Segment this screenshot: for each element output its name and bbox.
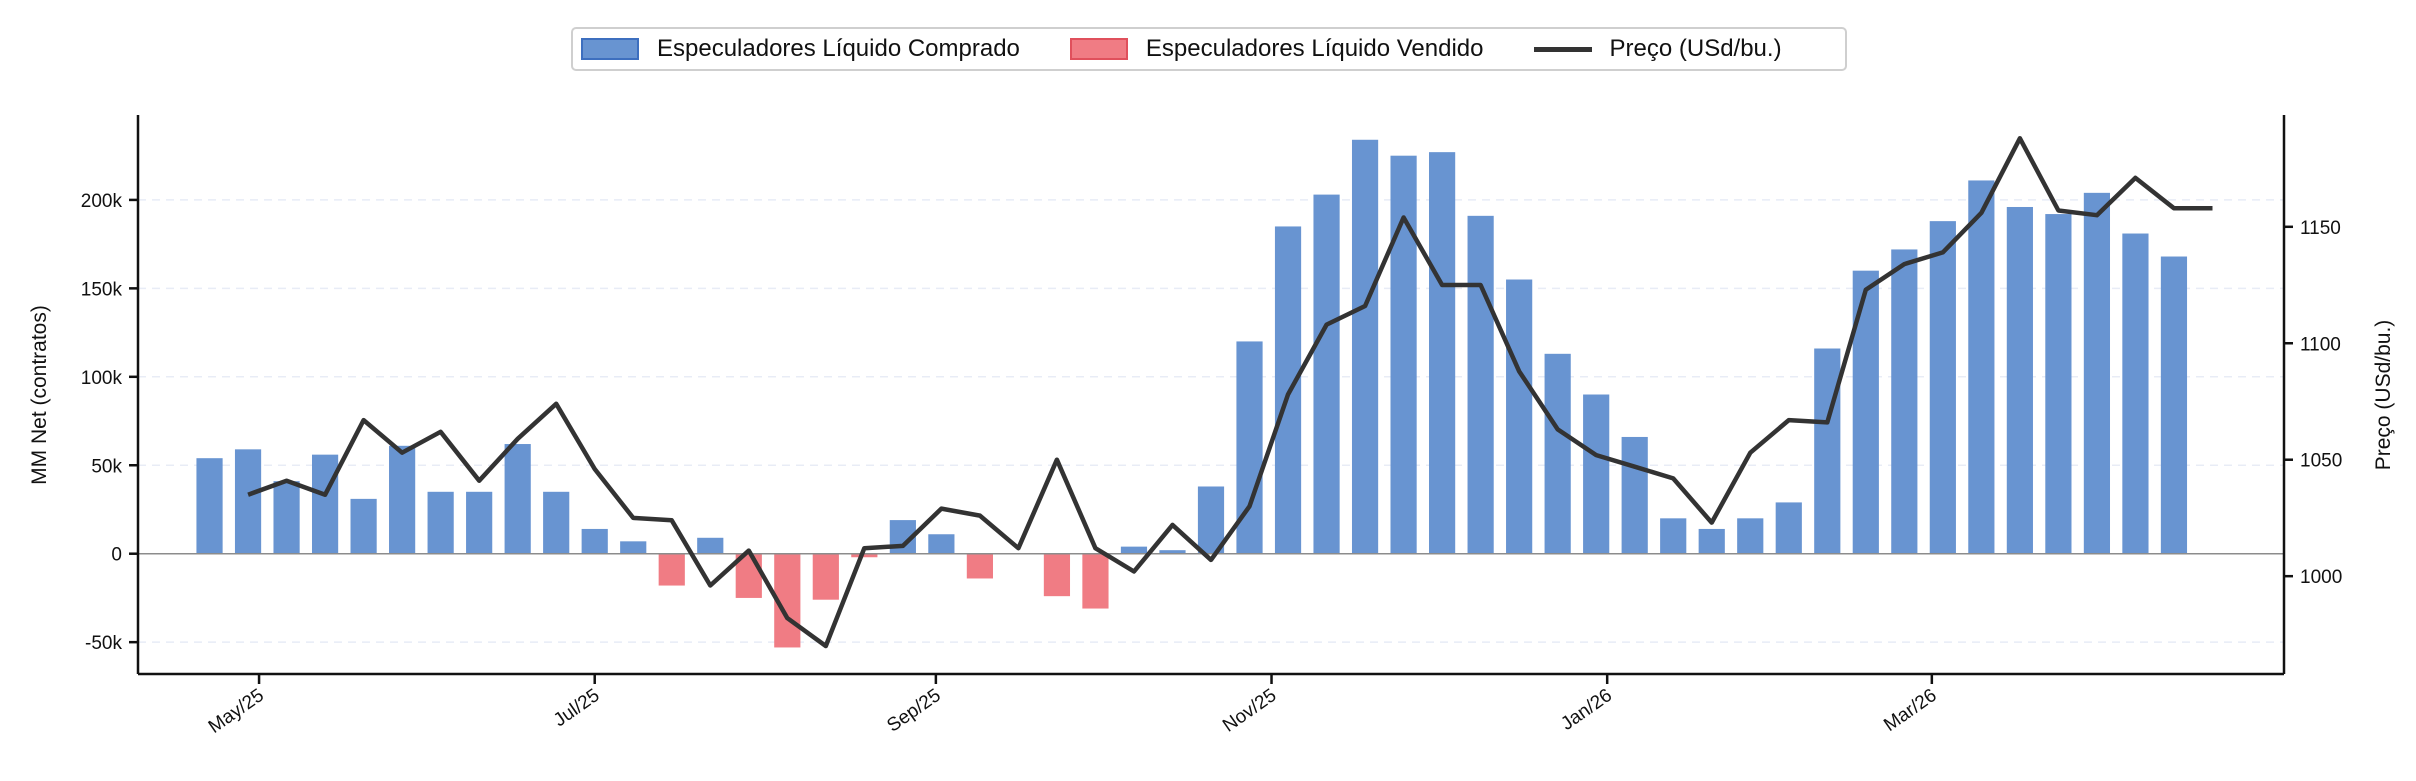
right-tick-label-0: 1000 xyxy=(2300,567,2342,588)
bar-2025-07-15 xyxy=(658,553,685,586)
legend-swatch-long xyxy=(581,38,639,60)
legend-label-long: Especuladores Líquido Comprado xyxy=(657,35,1020,62)
bar-2025-06-24 xyxy=(543,491,570,554)
bar-2025-07-08 xyxy=(620,541,647,554)
bar-2026-04-07 xyxy=(2122,233,2149,554)
bar-2026-03-31 xyxy=(2083,192,2111,554)
bar-2025-06-17 xyxy=(504,444,531,554)
bar-2026-03-03 xyxy=(1929,221,1956,554)
x-tick-label-0: May/25 xyxy=(205,685,268,738)
bar-2026-02-10 xyxy=(1814,348,1841,554)
x-tick-label-4: Jan/26 xyxy=(1557,685,1616,735)
left-tick-label-5: 200k xyxy=(81,191,123,212)
bar-2025-12-02 xyxy=(1429,152,1456,554)
bar-2025-09-09 xyxy=(966,553,993,579)
price-line xyxy=(247,136,2213,649)
bar-2026-02-03 xyxy=(1775,502,1802,554)
bar-2025-05-13 xyxy=(311,454,339,554)
bar-2025-05-27 xyxy=(389,445,416,554)
bar-2025-12-23 xyxy=(1544,353,1571,554)
bar-2025-05-20 xyxy=(350,498,377,554)
legend-swatch-short xyxy=(1069,38,1128,60)
legend-swatch-price xyxy=(1533,46,1592,52)
legend-label-price: Preço (USd/bu.) xyxy=(1609,35,1782,62)
legend-item-long: Especuladores Líquido Comprado xyxy=(581,35,1020,63)
chart-legend: Especuladores Líquido Comprado Especulad… xyxy=(571,27,1847,71)
left-axis-title: MM Net (contratos) xyxy=(28,305,51,485)
bar-2026-01-06 xyxy=(1621,436,1648,554)
left-tick-label-3: 100k xyxy=(81,368,123,389)
right-tick-label-1: 1050 xyxy=(2300,451,2342,472)
bar-2026-02-24 xyxy=(1891,249,1918,554)
bar-2025-04-22 xyxy=(196,458,223,554)
bar-2026-03-24 xyxy=(2045,214,2072,554)
bar-2025-06-03 xyxy=(427,491,454,554)
left-tick-label-0: -50k xyxy=(85,633,122,654)
x-tick-label-5: Mar/26 xyxy=(1880,685,1940,736)
right-tick-label-2: 1100 xyxy=(2300,334,2341,355)
bar-2026-01-13 xyxy=(1660,518,1687,554)
left-ticks: -50k 0 50k 100k 150k 200k xyxy=(81,191,138,654)
axes-group xyxy=(136,115,2286,676)
legend-item-short: Especuladores Líquido Vendido xyxy=(1069,35,1484,63)
right-tick-label-3: 1150 xyxy=(2300,218,2341,239)
bar-2026-01-20 xyxy=(1698,528,1725,554)
bar-2026-03-10 xyxy=(1968,180,1995,554)
left-tick-label-4: 150k xyxy=(81,279,123,300)
bars-group xyxy=(196,139,2188,648)
x-ticks: May/25 Jul/25 Sep/25 Nov/25 Jan/26 Mar/26 xyxy=(205,674,1941,738)
bar-2025-11-18 xyxy=(1351,139,1379,554)
bar-2025-05-06 xyxy=(273,481,300,554)
bar-2025-11-11 xyxy=(1313,194,1340,554)
bar-2025-04-29 xyxy=(234,449,262,554)
bar-2025-09-02 xyxy=(928,534,955,554)
bar-2026-04-14 xyxy=(2160,256,2188,554)
bar-2025-12-30 xyxy=(1583,394,1610,554)
bar-2025-12-09 xyxy=(1467,215,1494,554)
bar-2025-10-14 xyxy=(1159,550,1186,554)
bar-2025-12-16 xyxy=(1506,279,1533,554)
right-axis-title: Preço (USd/bu.) xyxy=(2372,320,2395,471)
bar-2025-09-30 xyxy=(1082,553,1109,609)
bar-2025-08-12 xyxy=(812,553,839,600)
bar-2025-09-23 xyxy=(1043,553,1071,597)
x-tick-label-1: Jul/25 xyxy=(550,685,604,731)
grid-lines xyxy=(138,199,2284,643)
bar-2025-10-07 xyxy=(1120,546,1148,554)
bar-2026-03-17 xyxy=(2006,206,2033,554)
right-ticks: 1000 1050 1100 1150 xyxy=(2284,218,2342,588)
bar-2025-10-21 xyxy=(1197,486,1225,554)
left-tick-label-2: 50k xyxy=(91,456,122,477)
bar-2025-07-01 xyxy=(581,528,608,554)
bar-2026-02-17 xyxy=(1852,270,1879,554)
bar-2025-08-19 xyxy=(851,553,878,558)
bar-2026-01-27 xyxy=(1737,518,1764,554)
x-tick-label-2: Sep/25 xyxy=(883,685,944,737)
bar-2025-07-22 xyxy=(697,537,724,554)
x-tick-label-3: Nov/25 xyxy=(1219,685,1280,737)
legend-item-price: Preço (USd/bu.) xyxy=(1533,35,1782,63)
left-tick-label-1: 0 xyxy=(111,545,122,566)
bar-2025-06-10 xyxy=(466,491,493,554)
legend-label-short: Especuladores Líquido Vendido xyxy=(1145,35,1484,62)
